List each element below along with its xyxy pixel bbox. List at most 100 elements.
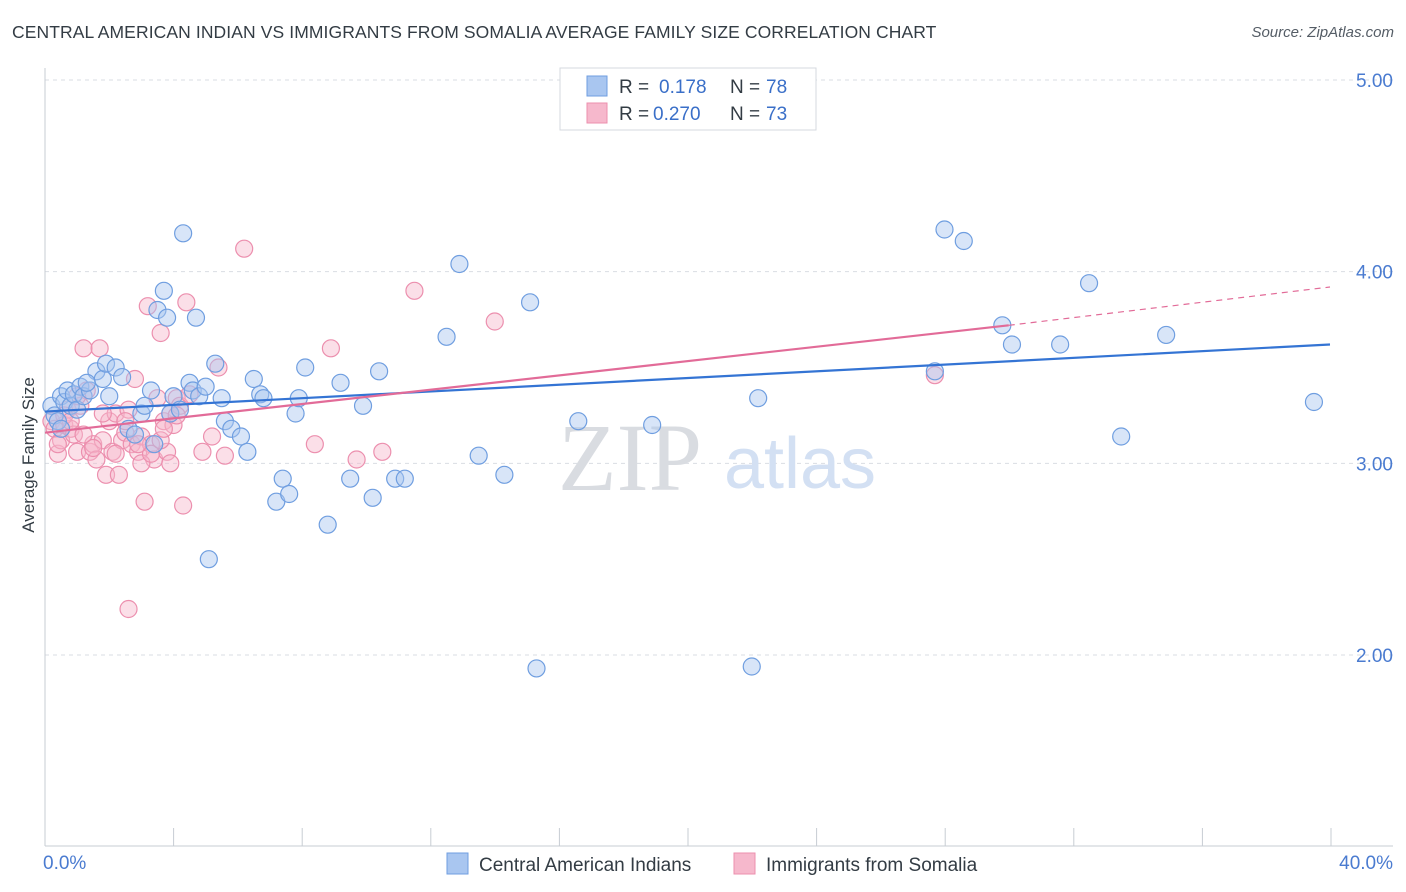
somalia-point-71 [129,435,148,454]
grid [45,79,1393,656]
somalia-point-72 [154,419,173,438]
somalia-point-70 [74,425,93,444]
somalia-point-17 [96,465,116,484]
central-american-point-61 [469,446,488,465]
legend-swatch-blue [586,75,608,97]
x-tick-label-max: 40.0% [1339,853,1393,874]
somalia-point-56 [925,366,944,385]
central-american-point-78 [1304,392,1324,412]
central-american-point-36 [206,354,225,373]
somalia-point-38 [164,415,183,435]
central-american-point-60 [450,254,469,274]
central-american-point-54 [353,396,373,415]
legend-box: R = 0.178 N = 78 R = 0.270 N = 73 [559,67,817,131]
somalia-point-14 [87,450,106,469]
bottom-legend: Central American Indians Immigrants from… [446,852,978,876]
watermark-atlas: atlas [724,424,876,504]
bottom-legend-label-blue: Central American Indians [479,855,691,876]
central-american-point-22 [145,435,164,454]
somalia-point-67 [167,406,186,425]
central-american-point-34 [196,377,215,396]
central-american-point-79 [51,419,71,438]
somalia-point-48 [235,239,254,258]
somalia-point-42 [177,293,196,312]
somalia-point-68 [48,435,67,454]
somalia-point-53 [373,442,392,461]
central-american-point-55 [363,488,382,507]
central-american-point-71 [954,231,973,251]
bottom-legend-label-pink: Immigrants from Somalia [766,855,978,876]
y-tick-label-0: 2.00 [1356,646,1393,667]
y-tick-label-2: 4.00 [1356,263,1393,284]
central-american-point-25 [157,308,177,327]
central-american-point-21 [141,381,161,400]
somalia-point-63 [132,454,151,473]
central-american-point-15 [106,358,125,377]
central-american-point-41 [238,442,257,461]
somalia-point-49 [119,599,138,619]
somalia-point-50 [305,435,324,454]
central-american-point-29 [174,224,193,243]
central-american-point-75 [1079,274,1099,293]
somalia-point-64 [141,444,161,463]
legend-r-label-pink: R = [619,104,649,125]
y-tick-label-3: 5.00 [1356,71,1393,92]
legend-r-value-blue: 0.178 [659,77,707,98]
central-american-point-70 [935,220,954,239]
somalia-point-45 [202,427,222,446]
central-american-point-63 [520,293,540,312]
central-american-point-58 [395,469,414,488]
legend-n-value-blue: 78 [766,77,787,98]
legend-n-label-pink: N = [730,104,760,125]
y-tick-label-1: 3.00 [1356,454,1393,475]
central-american-point-62 [495,465,514,484]
central-american-point-76 [1112,427,1131,446]
somalia-point-61 [106,444,125,463]
trend-lines [44,286,1331,434]
axes [44,68,1393,847]
central-american-point-40 [231,427,251,446]
central-american-point-59 [437,327,456,346]
somalia-point-13 [84,435,103,454]
trend-line-pink [44,324,1009,434]
central-american-point-51 [318,515,337,534]
central-american-point-46 [273,469,292,488]
somalia-point-15 [90,339,109,358]
central-american-point-39 [222,419,241,438]
central-american-point-37 [212,389,231,408]
watermark-zip: ZIP [558,404,702,511]
somalia-point-34 [151,323,170,343]
central-american-point-18 [125,425,145,444]
central-american-point-14 [96,354,116,373]
somalia-point-66 [161,454,180,473]
central-american-point-33 [190,387,209,406]
legend-n-label-blue: N = [730,77,760,98]
somalia-point-52 [347,450,366,469]
somalia-point-29 [135,492,154,511]
y-axis-label: Average Family Size [19,377,38,533]
central-american-point-64 [527,659,546,678]
central-american-point-23 [148,300,167,320]
central-american-point-67 [742,657,761,676]
chart-title: CENTRAL AMERICAN INDIAN VS IMMIGRANTS FR… [12,22,937,42]
legend-r-value-pink: 0.270 [653,104,701,125]
central-american-point-42 [244,369,263,389]
legend-n-value-pink: 73 [766,104,787,125]
central-american-point-73 [1002,335,1022,354]
central-american-point-16 [112,367,132,387]
somalia-point-44 [193,442,212,461]
somalia-point-30 [138,297,157,316]
y-tick-labels: 2.00 3.00 4.00 5.00 [1356,71,1393,667]
somalia-point-51 [321,339,341,358]
somalia-point-47 [215,446,234,465]
legend-r-label-blue: R = [619,77,649,98]
trend-line-blue [44,343,1331,413]
somalia-point-55 [485,312,504,331]
central-american-point-53 [341,469,360,488]
series-central-american-indians [42,220,1324,678]
bottom-legend-swatch-pink [733,852,756,875]
central-american-point-56 [370,362,389,381]
central-american-point-57 [386,469,405,488]
bottom-legend-swatch-blue [446,852,469,875]
